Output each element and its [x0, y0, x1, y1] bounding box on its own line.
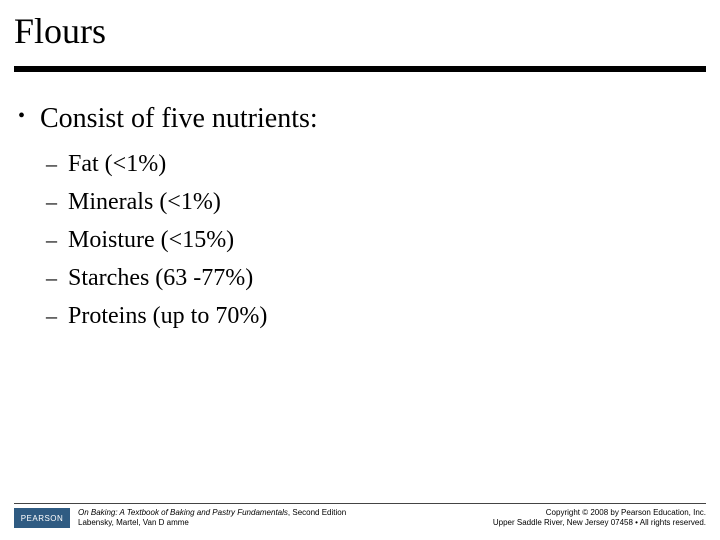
- sub-item: – Fat (<1%): [46, 150, 706, 178]
- slide: Flours • Consist of five nutrients: – Fa…: [0, 0, 720, 540]
- source-authors: Labensky, Martel, Van D amme: [78, 518, 189, 527]
- sub-text: Minerals (<1%): [68, 188, 221, 216]
- footer-rule: [14, 503, 706, 504]
- sub-marker: –: [46, 150, 68, 178]
- bullet-item: • Consist of five nutrients:: [14, 102, 706, 136]
- footer-row: PEARSON On Baking: A Textbook of Baking …: [0, 508, 720, 528]
- sub-text: Proteins (up to 70%): [68, 302, 267, 330]
- sub-marker: –: [46, 226, 68, 254]
- title-underline: [14, 66, 706, 72]
- sub-item: – Moisture (<15%): [46, 226, 706, 254]
- footer-left: PEARSON On Baking: A Textbook of Baking …: [14, 508, 346, 528]
- source-edition: , Second Edition: [288, 508, 346, 517]
- sub-marker: –: [46, 264, 68, 292]
- sub-item: – Proteins (up to 70%): [46, 302, 706, 330]
- source-book: On Baking: A Textbook of Baking and Past…: [78, 508, 288, 517]
- sub-text: Starches (63 -77%): [68, 264, 253, 292]
- sub-marker: –: [46, 302, 68, 330]
- sub-marker: –: [46, 188, 68, 216]
- bullet-marker: •: [14, 102, 40, 130]
- copyright-text: Copyright © 2008 by Pearson Education, I…: [493, 508, 706, 528]
- slide-body: • Consist of five nutrients: – Fat (<1%)…: [14, 102, 706, 340]
- copyright-line1: Copyright © 2008 by Pearson Education, I…: [546, 508, 706, 517]
- sub-text: Fat (<1%): [68, 150, 166, 178]
- sub-text: Moisture (<15%): [68, 226, 234, 254]
- sub-item: – Minerals (<1%): [46, 188, 706, 216]
- sub-list: – Fat (<1%) – Minerals (<1%) – Moisture …: [46, 150, 706, 330]
- sub-item: – Starches (63 -77%): [46, 264, 706, 292]
- slide-footer: PEARSON On Baking: A Textbook of Baking …: [0, 503, 720, 528]
- slide-title: Flours: [14, 10, 106, 52]
- bullet-text: Consist of five nutrients:: [40, 102, 318, 136]
- pearson-logo: PEARSON: [14, 508, 70, 528]
- source-text: On Baking: A Textbook of Baking and Past…: [78, 508, 346, 528]
- copyright-line2: Upper Saddle River, New Jersey 07458 • A…: [493, 518, 706, 527]
